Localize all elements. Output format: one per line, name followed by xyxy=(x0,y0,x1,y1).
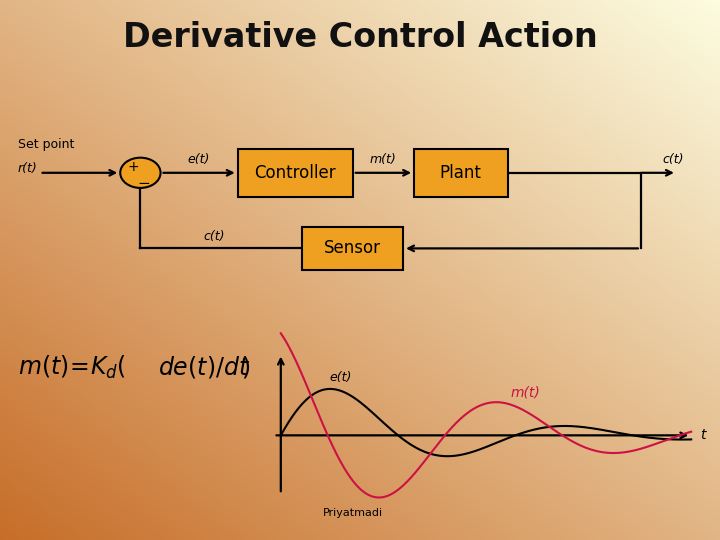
Text: m(t): m(t) xyxy=(510,385,541,399)
Text: e(t): e(t) xyxy=(188,153,210,166)
Text: $m(t)\!=\!K_d($: $m(t)\!=\!K_d($ xyxy=(18,354,126,381)
Text: $\mathit{de(t)/dt}$: $\mathit{de(t)/dt}$ xyxy=(158,354,251,380)
Text: t: t xyxy=(700,428,706,442)
FancyBboxPatch shape xyxy=(302,227,403,270)
Text: Priyatmadi: Priyatmadi xyxy=(323,508,383,518)
FancyBboxPatch shape xyxy=(238,148,353,197)
Text: r(t): r(t) xyxy=(18,162,37,175)
FancyBboxPatch shape xyxy=(414,148,508,197)
Text: +: + xyxy=(127,160,139,174)
Text: −: − xyxy=(137,176,150,191)
Text: Set point: Set point xyxy=(18,138,74,151)
Text: Controller: Controller xyxy=(254,164,336,182)
Text: m(t): m(t) xyxy=(370,153,397,166)
Text: Derivative Control Action: Derivative Control Action xyxy=(122,21,598,55)
Text: $)$: $)$ xyxy=(241,354,251,380)
Text: c(t): c(t) xyxy=(204,230,225,243)
Text: Plant: Plant xyxy=(440,164,482,182)
Text: Sensor: Sensor xyxy=(324,239,382,258)
Circle shape xyxy=(120,158,161,188)
Text: c(t): c(t) xyxy=(662,153,684,166)
Text: e(t): e(t) xyxy=(330,370,352,383)
